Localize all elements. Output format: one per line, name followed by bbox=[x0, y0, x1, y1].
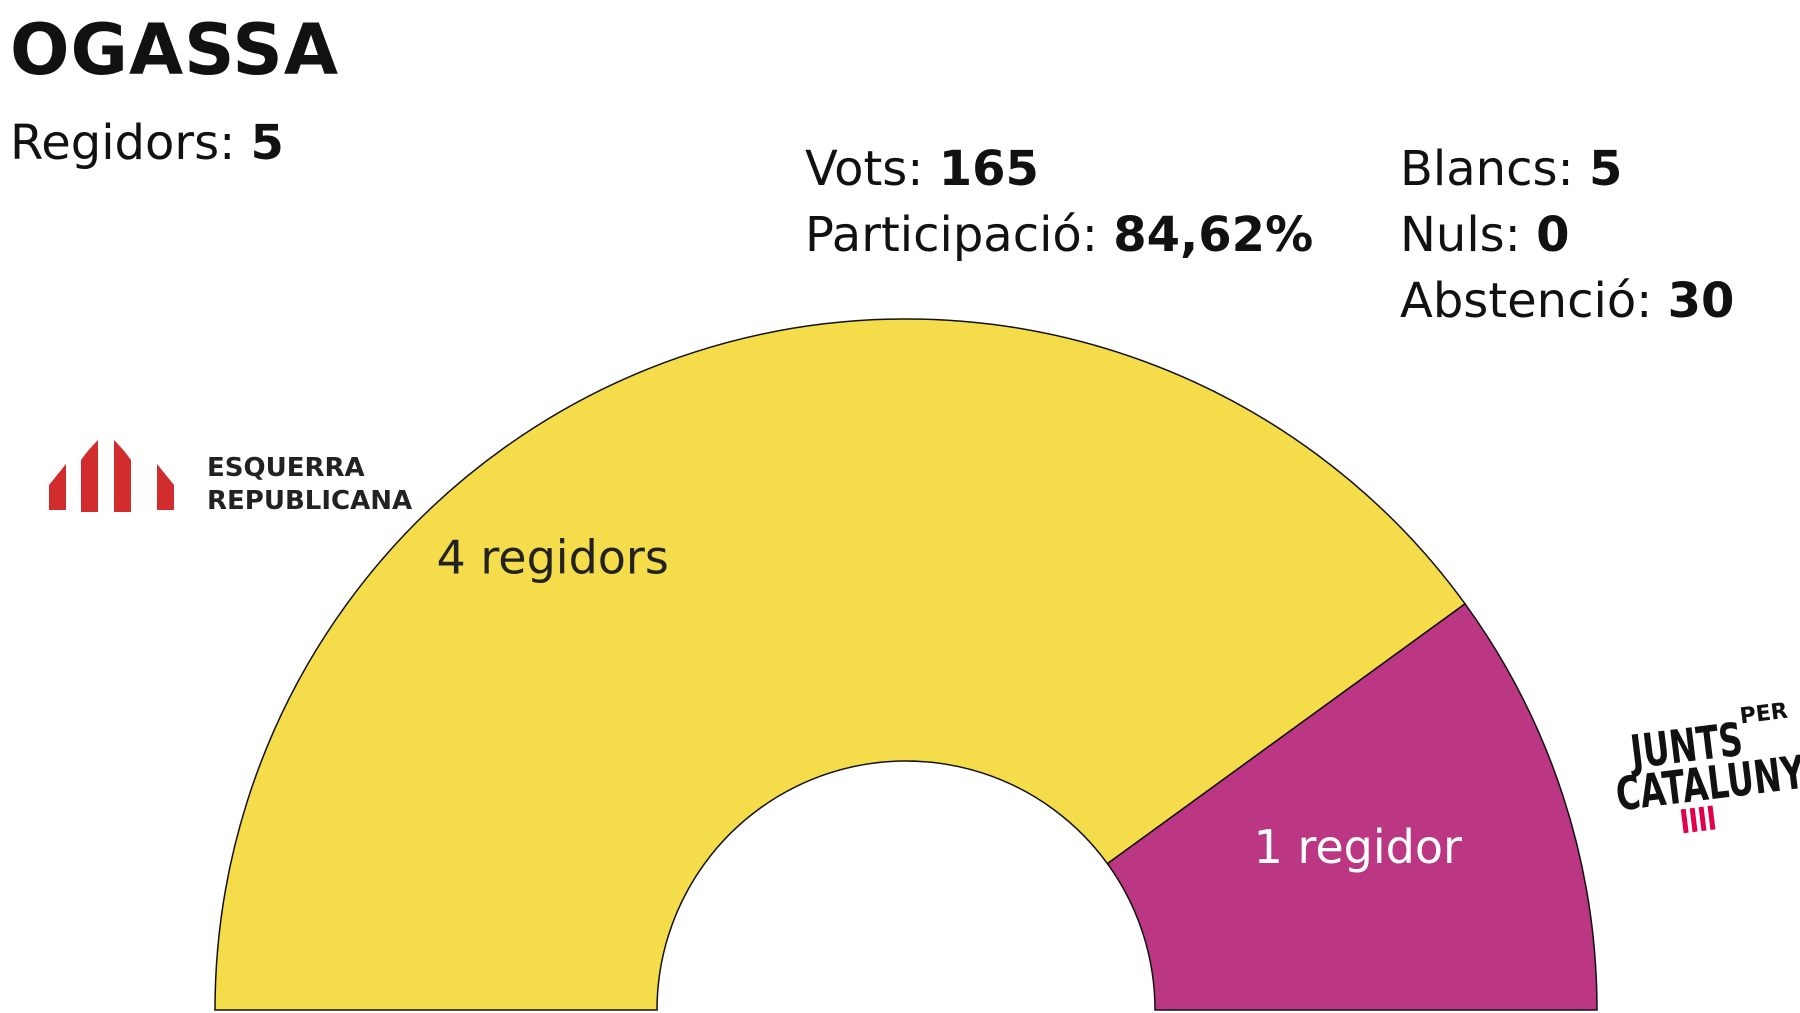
junts-bars-icon bbox=[1680, 805, 1716, 834]
participacio-label: Participació: bbox=[805, 207, 1098, 263]
nuls-label: Nuls: bbox=[1400, 207, 1521, 263]
municipality-title: OGASSA bbox=[10, 9, 339, 91]
nuls-value: 0 bbox=[1536, 207, 1570, 263]
erc-logo-line1: ESQUERRA bbox=[207, 453, 365, 483]
abstencio-value: 30 bbox=[1667, 273, 1735, 329]
blancs-label: Blancs: bbox=[1400, 141, 1574, 197]
abstencio-stat: Abstenció: 30 bbox=[1400, 268, 1734, 334]
vots-stat: Vots: 165 bbox=[805, 136, 1039, 202]
slice-label-2: 1 regidor bbox=[1254, 820, 1462, 874]
participacio-value: 84,62% bbox=[1113, 207, 1314, 263]
junts-logo-line1b: PER bbox=[1738, 699, 1789, 730]
slice-1 bbox=[214, 318, 1467, 1011]
nuls-stat: Nuls: 0 bbox=[1400, 202, 1570, 268]
erc-symbol-icon bbox=[49, 440, 174, 512]
regidors-stat: Regidors: 5 bbox=[10, 110, 284, 176]
slice-2 bbox=[1106, 602, 1598, 1011]
erc-logo-line2: REPUBLICANA bbox=[207, 486, 412, 516]
abstencio-label: Abstenció: bbox=[1400, 273, 1653, 329]
blancs-stat: Blancs: 5 bbox=[1400, 136, 1622, 202]
regidors-label: Regidors: bbox=[10, 115, 236, 171]
erc-logo: ESQUERRA REPUBLICANA bbox=[49, 440, 412, 516]
vots-value: 165 bbox=[938, 141, 1039, 197]
chart-slices bbox=[214, 318, 1598, 1011]
chart-slice-labels: 4 regidors 1 regidor bbox=[437, 530, 1462, 874]
blancs-value: 5 bbox=[1588, 141, 1623, 197]
participacio-stat: Participació: 84,62% bbox=[805, 202, 1313, 268]
junts-logo: JUNTS PER CATALUNYA bbox=[1613, 699, 1800, 834]
vots-label: Vots: bbox=[805, 141, 924, 197]
regidors-value: 5 bbox=[250, 115, 284, 171]
slice-label-1: 4 regidors bbox=[437, 530, 669, 584]
